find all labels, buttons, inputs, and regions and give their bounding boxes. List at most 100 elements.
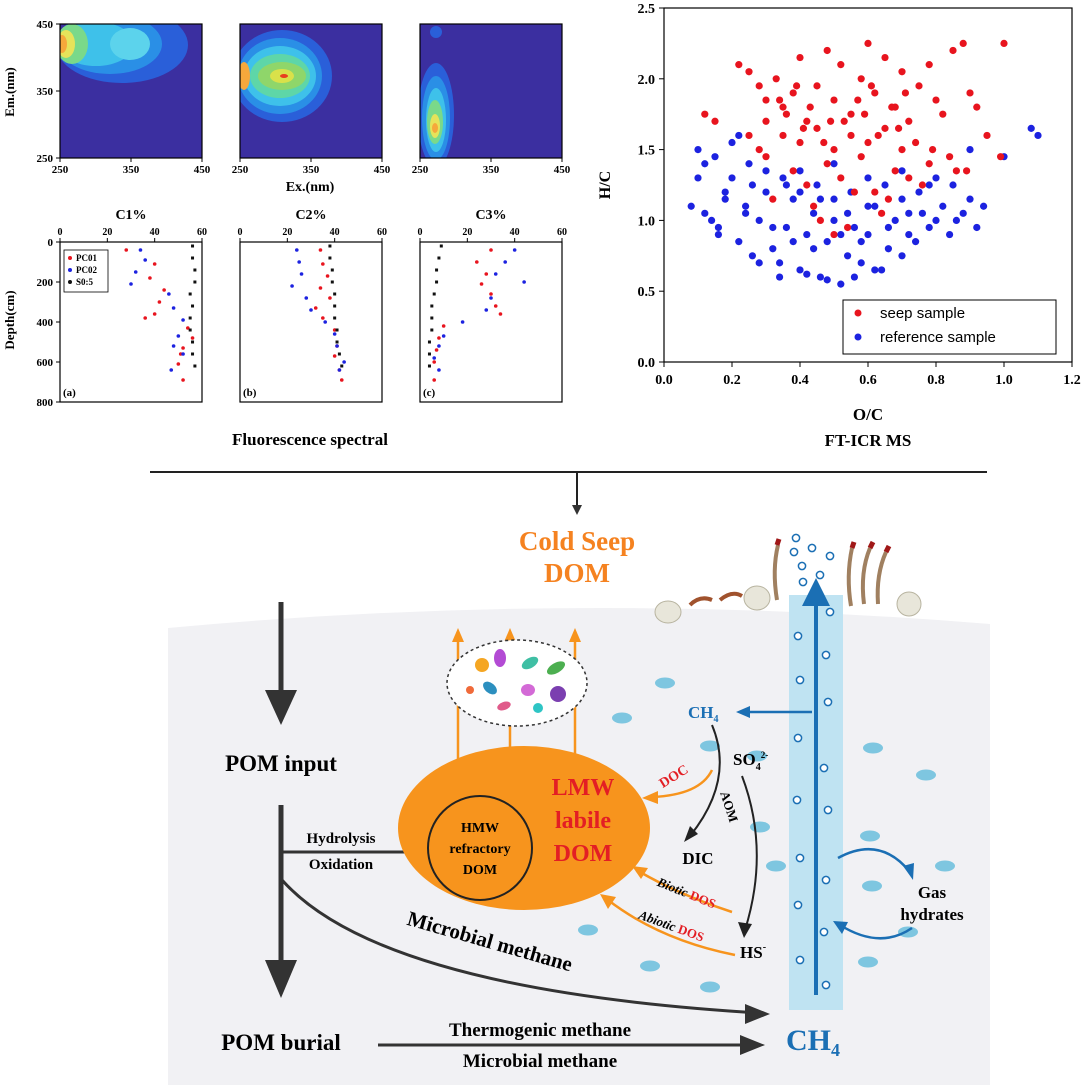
scatter-point-reference	[762, 188, 770, 196]
scatter-point-seep	[813, 82, 821, 90]
scatter-point-seep	[874, 131, 882, 140]
bubble-icon	[807, 543, 817, 553]
scatter-point-seep	[769, 195, 777, 203]
profile-point-pc01	[321, 262, 325, 266]
scatter-point-reference	[816, 195, 825, 203]
scatter-point-reference	[830, 195, 838, 203]
pom-burial-label: POM burial	[221, 1030, 340, 1055]
thermogenic-label: Thermogenic methane	[449, 1020, 631, 1041]
scatter-point-reference	[823, 276, 831, 284]
profile-point-pc01	[157, 300, 162, 304]
profile-xtick-label: 60	[557, 227, 567, 238]
profile-xtick-label: 60	[377, 227, 387, 238]
doc-arrow	[651, 769, 714, 799]
scatter-point-reference	[898, 195, 906, 203]
scatter-point-seep	[912, 138, 920, 147]
scatter-point-reference	[857, 259, 865, 267]
scatter-point-seep	[844, 223, 852, 232]
profile-point-pc01	[475, 260, 479, 264]
microbe-cells-icon	[466, 649, 566, 713]
eem-ytick-label: 350	[37, 86, 54, 98]
scatter-point-reference	[728, 138, 736, 147]
scatter-point-reference	[728, 174, 736, 182]
scatter-point-reference	[830, 160, 838, 168]
scatter-xtick-label: 0.2	[723, 373, 741, 388]
scatter-point-seep	[803, 181, 811, 189]
scatter-point-seep	[813, 124, 821, 132]
hydrate-drop-icon	[862, 880, 882, 892]
scatter-point-seep	[895, 124, 903, 132]
profile-point-pc02	[138, 248, 143, 252]
hydrate-drop-icon	[935, 860, 955, 872]
hydrate-drop-icon	[578, 924, 598, 936]
scatter-point-seep	[925, 61, 933, 69]
scatter-point-reference	[844, 209, 852, 217]
bubble-icon	[823, 697, 833, 707]
profile-panel-3: C3% 0 20 40 60 (c)	[418, 208, 567, 403]
profile-point-s05	[430, 316, 434, 320]
profile-xtick-label: 0	[58, 227, 63, 238]
profile-point-pc01	[313, 306, 318, 310]
profile-point-pc02	[171, 306, 176, 310]
profile-point-pc01	[181, 378, 185, 382]
profile-point-pc01	[318, 248, 323, 252]
eem-xtick-label: 450	[374, 164, 391, 176]
scatter-point-seep	[898, 68, 906, 76]
profile-point-pc02	[299, 272, 304, 276]
profile-point-pc02	[181, 352, 185, 356]
profile-panel-2: C2% 0 20 40 60 (b)	[238, 208, 387, 403]
scatter-point-reference	[823, 238, 831, 246]
scatter-point-seep	[915, 82, 923, 90]
profile-point-s05	[335, 340, 339, 344]
scatter-point-reference	[898, 252, 906, 260]
eem-xtick-label: 450	[554, 164, 571, 176]
bubble-icon	[792, 795, 802, 805]
scatter-point-reference	[779, 174, 787, 182]
biotic-dos-arrow	[639, 870, 733, 914]
profile-point-pc02	[342, 360, 346, 364]
depth-profiles: Depth(cm) Fluorescence spectral C1% 0 20 40…	[2, 208, 567, 449]
bubble-icon	[795, 853, 805, 863]
scatter-point-reference	[1027, 124, 1035, 132]
hydrate-drop-icon	[750, 821, 770, 833]
profile-point-pc01	[143, 316, 147, 320]
scatter-point-reference	[796, 167, 804, 175]
microbial-methane-bottom-label: Microbial methane	[463, 1051, 617, 1072]
hmw-line2: refractory	[449, 842, 510, 857]
profile-point-pc02	[335, 344, 339, 348]
scatter-point-reference	[884, 245, 893, 253]
legend-reference-label: reference sample	[880, 329, 996, 346]
scatter-point-seep	[745, 68, 753, 76]
scatter-point-reference	[810, 245, 818, 253]
profile-point-s05	[330, 280, 334, 284]
profile-point-pc01	[152, 312, 157, 316]
profile-point-pc02	[484, 308, 489, 312]
profile-point-pc01	[489, 248, 493, 252]
scatter-xlabel: O/C	[853, 405, 883, 424]
scatter-point-reference	[959, 209, 967, 217]
profile-point-pc01	[321, 316, 325, 320]
scatter-point-seep	[762, 153, 770, 161]
scatter-point-reference	[745, 160, 753, 168]
profile-ytick-label: 800	[37, 397, 54, 409]
profile-point-s05	[335, 328, 339, 332]
top-bottom-connector	[150, 471, 987, 515]
profile-point-pc02	[489, 296, 493, 300]
scatter-point-reference	[813, 181, 821, 189]
profile-point-pc01	[318, 286, 323, 290]
profile-point-s05	[435, 268, 439, 272]
to-hydrates-arrow	[837, 847, 911, 873]
scatter-points	[687, 39, 1042, 288]
legend-seep-label: seep sample	[880, 305, 965, 322]
legend-marker-seep	[854, 309, 862, 317]
bubble-icon	[819, 763, 829, 773]
profile-frame	[419, 241, 563, 403]
aom-ch4-dic-arrow	[689, 724, 721, 837]
scatter-point-seep	[823, 160, 831, 168]
scatter-point-reference	[735, 131, 743, 140]
scatter-point-seep	[997, 153, 1005, 161]
gas-bubbles	[789, 533, 835, 990]
profile-point-pc02	[332, 332, 337, 336]
so4-label: SO42-	[733, 750, 768, 773]
scatter-point-reference	[878, 266, 886, 274]
